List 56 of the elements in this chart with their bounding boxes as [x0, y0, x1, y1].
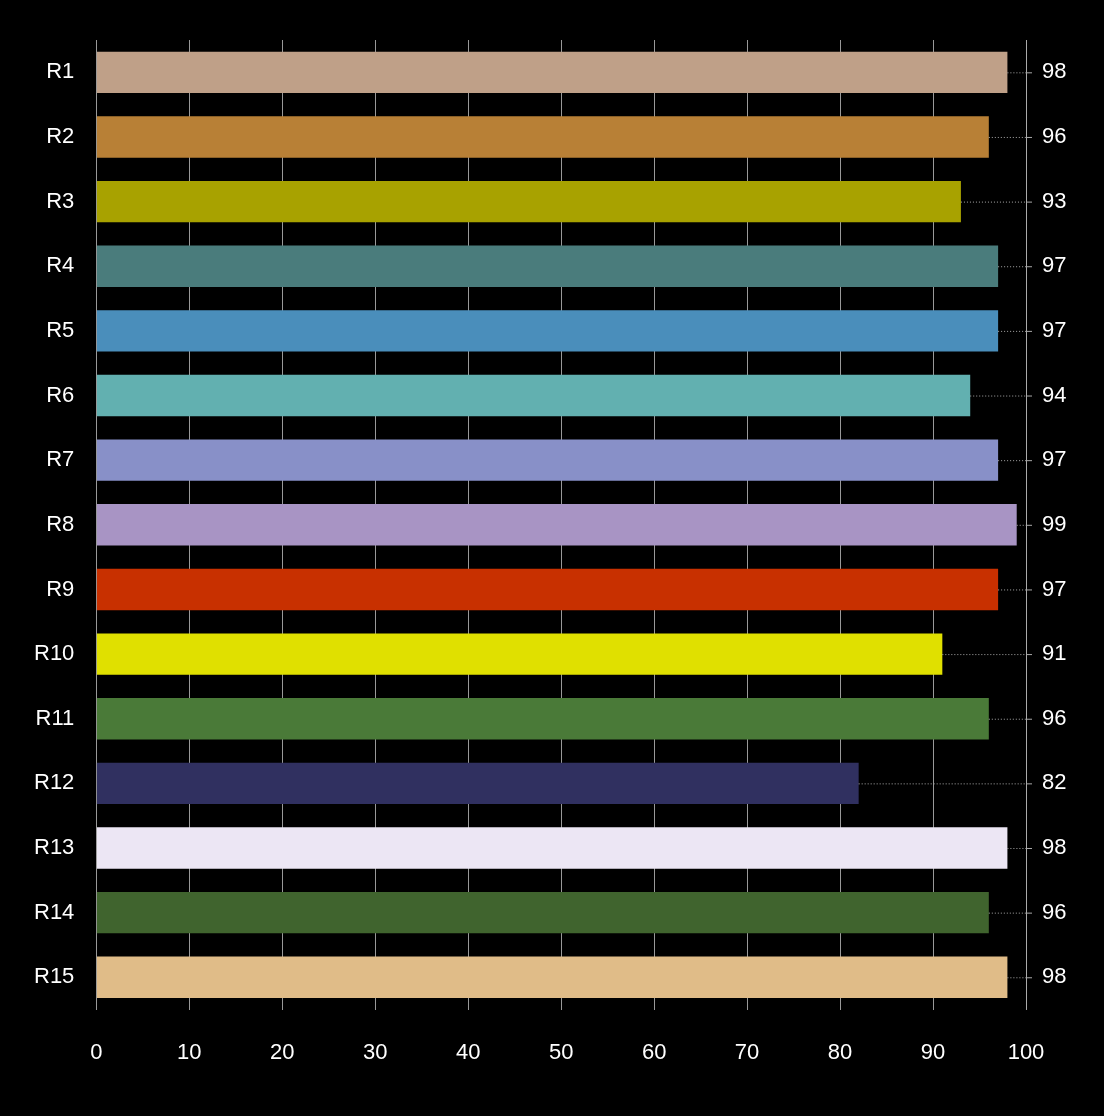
data-label: 99	[1042, 510, 1067, 536]
bar	[96, 439, 999, 481]
data-label: 97	[1042, 316, 1067, 342]
y-tick-label: R13	[34, 834, 75, 860]
x-tick-label: 100	[1007, 1038, 1045, 1064]
data-label: 93	[1042, 187, 1067, 213]
data-label: 97	[1042, 252, 1067, 278]
data-label: 96	[1042, 898, 1067, 924]
y-tick-label: R6	[46, 381, 75, 407]
y-tick-label: R7	[46, 446, 75, 472]
x-tick-label: 40	[455, 1038, 481, 1064]
bar	[96, 568, 999, 611]
bar	[96, 180, 961, 223]
y-tick-label: R2	[46, 123, 75, 149]
bar	[96, 374, 971, 417]
data-label: 98	[1042, 834, 1067, 860]
x-tick-label: 50	[548, 1038, 574, 1064]
bar	[96, 956, 1008, 998]
bar	[96, 891, 989, 934]
x-tick-label: 0	[90, 1038, 103, 1064]
bar	[96, 51, 1008, 94]
x-tick-label: 20	[270, 1038, 295, 1064]
data-label: 96	[1042, 123, 1067, 149]
y-tick-label: R3	[46, 187, 75, 213]
y-tick-label: R9	[46, 575, 75, 601]
data-label: 82	[1042, 769, 1067, 795]
y-tick-label: R1	[46, 58, 75, 84]
data-label: 97	[1042, 446, 1067, 472]
data-label: 96	[1042, 704, 1067, 730]
bar	[96, 633, 943, 675]
bar	[96, 698, 989, 740]
bar	[96, 310, 999, 352]
x-tick-label: 60	[641, 1038, 667, 1064]
data-label: 98	[1042, 963, 1067, 989]
data-label: 98	[1042, 58, 1067, 84]
data-label: 94	[1042, 381, 1067, 407]
y-tick-label: R8	[46, 510, 75, 536]
data-label: 97	[1042, 575, 1067, 601]
data-label: 91	[1042, 640, 1067, 666]
bar	[96, 504, 1017, 546]
y-tick-label: R5	[46, 316, 75, 342]
y-tick-label: R12	[34, 769, 75, 795]
x-tick-label: 10	[177, 1038, 202, 1064]
y-tick-label: R10	[34, 640, 75, 666]
x-tick-label: 30	[363, 1038, 388, 1064]
y-tick-label: R4	[46, 252, 75, 278]
x-tick-label: 70	[734, 1038, 760, 1064]
y-tick-label: R14	[34, 898, 75, 924]
bar	[96, 827, 1008, 869]
bar	[96, 116, 989, 158]
x-tick-label: 80	[827, 1038, 853, 1064]
y-tick-label: R15	[34, 963, 75, 989]
bar	[96, 762, 859, 805]
bar	[96, 245, 999, 287]
x-tick-label: 90	[920, 1038, 946, 1064]
y-tick-label: R11	[35, 704, 75, 730]
